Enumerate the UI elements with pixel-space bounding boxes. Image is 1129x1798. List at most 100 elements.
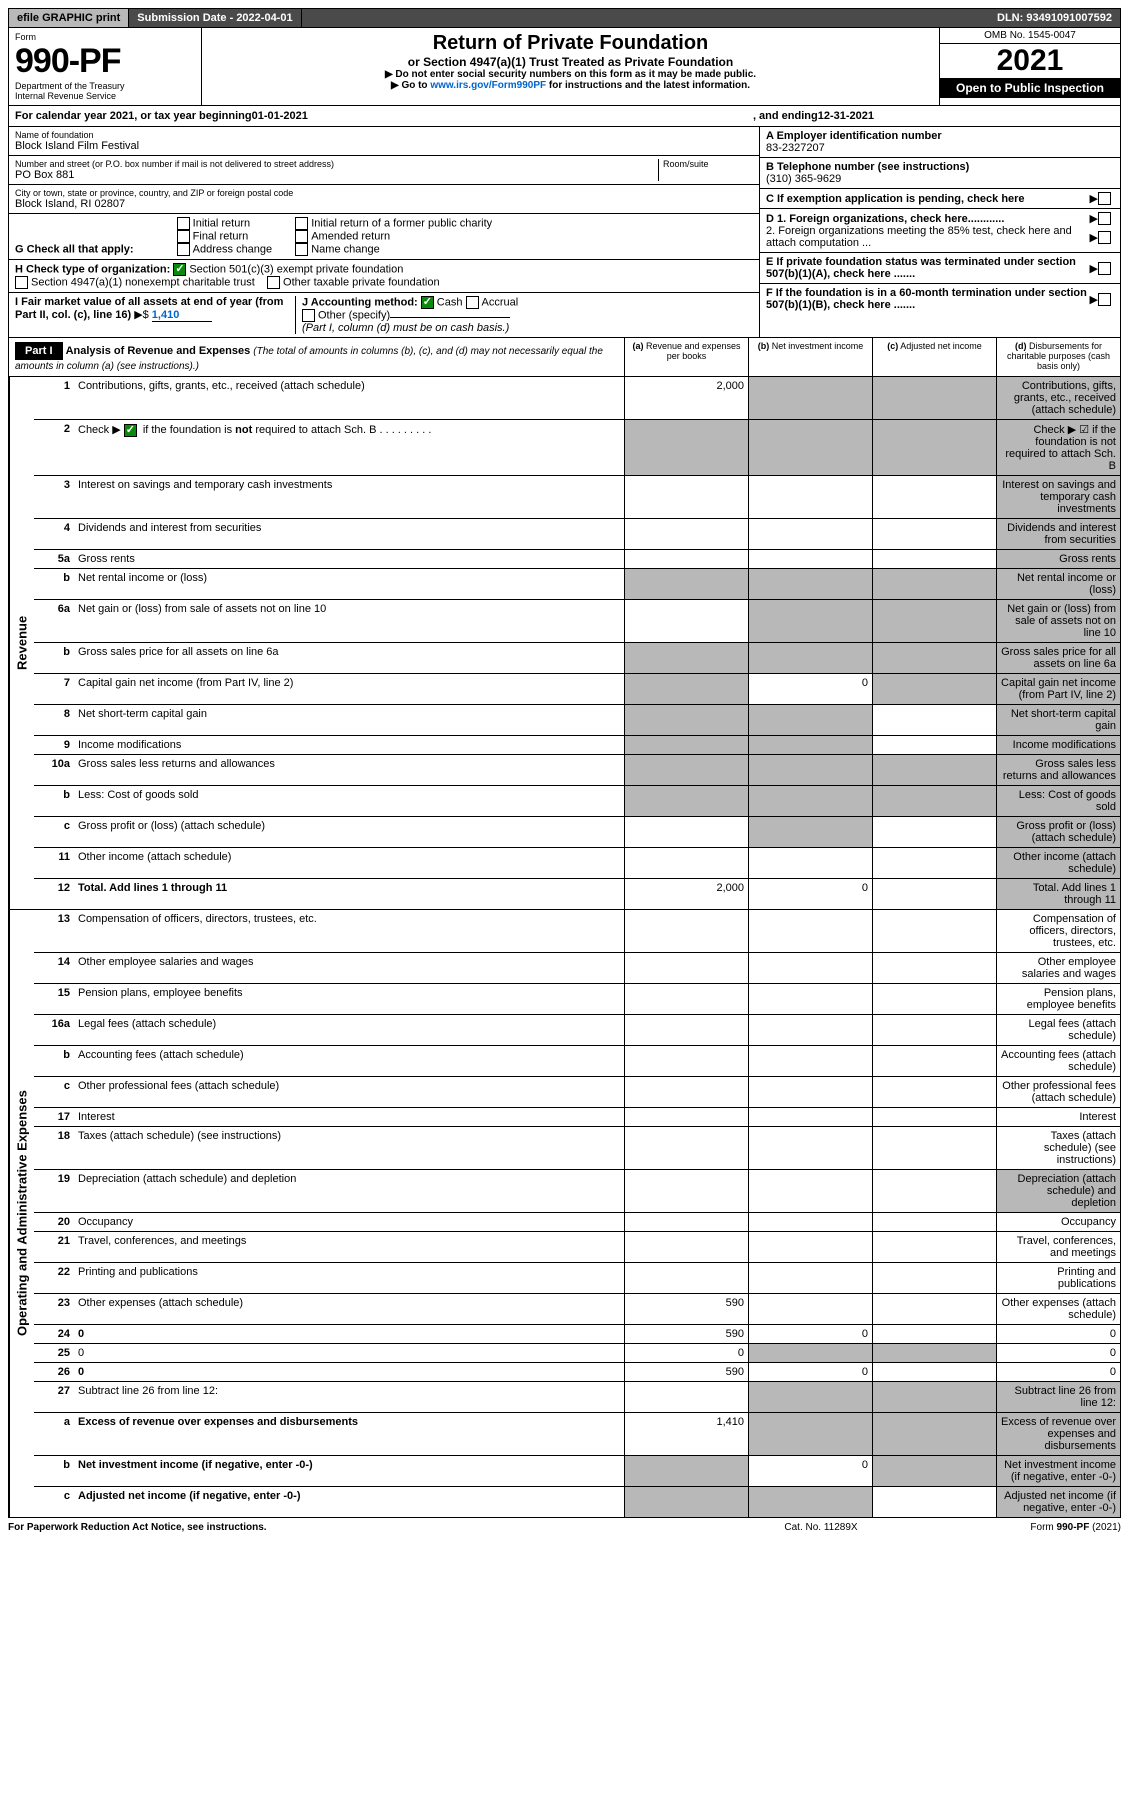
address: PO Box 881 [15, 169, 658, 181]
col-c [872, 600, 996, 642]
row-description: Travel, conferences, and meetings [74, 1232, 624, 1262]
col-d: Less: Cost of goods sold [996, 786, 1120, 816]
row-description: Total. Add lines 1 through 11 [74, 879, 624, 909]
col-b [748, 755, 872, 785]
e-checkbox[interactable] [1098, 262, 1111, 275]
f-checkbox[interactable] [1098, 293, 1111, 306]
table-row: 19 Depreciation (attach schedule) and dep… [34, 1170, 1120, 1213]
page-footer: For Paperwork Reduction Act Notice, see … [8, 1518, 1121, 1537]
col-d: Depreciation (attach schedule) and deple… [996, 1170, 1120, 1212]
row-description: Occupancy [74, 1213, 624, 1231]
row-description: 0 [74, 1325, 624, 1343]
col-a: 590 [624, 1294, 748, 1324]
name-change-checkbox[interactable] [295, 243, 308, 256]
4947-checkbox[interactable] [15, 276, 28, 289]
initial-return-checkbox[interactable] [177, 217, 190, 230]
table-row: 21Travel, conferences, and meetingsTrave… [34, 1232, 1120, 1263]
row-number: 2 [34, 420, 74, 475]
col-b [748, 1413, 872, 1455]
table-row: bNet rental income or (loss)Net rental i… [34, 569, 1120, 600]
col-c [872, 1325, 996, 1343]
table-row: 13Compensation of officers, directors, t… [34, 910, 1120, 953]
col-c [872, 736, 996, 754]
g-checkboxes: G Check all that apply: Initial return F… [9, 214, 759, 260]
col-b: 0 [748, 1325, 872, 1343]
col-b [748, 1046, 872, 1076]
amended-return-checkbox[interactable] [295, 230, 308, 243]
row-description: Gross sales less returns and allowances [74, 755, 624, 785]
col-d: Net short-term capital gain [996, 705, 1120, 735]
form-subtitle: or Section 4947(a)(1) Trust Treated as P… [208, 55, 933, 69]
part1-label: Part I [15, 342, 63, 360]
col-a [624, 817, 748, 847]
table-row: bGross sales price for all assets on lin… [34, 643, 1120, 674]
col-d: Legal fees (attach schedule) [996, 1015, 1120, 1045]
col-c-header: (c) Adjusted net income [872, 338, 996, 376]
row-number: 27 [34, 1382, 74, 1412]
col-c [872, 420, 996, 475]
address-change-checkbox[interactable] [177, 243, 190, 256]
col-c [872, 1046, 996, 1076]
fmv-value[interactable]: 1,410 [152, 309, 212, 322]
cash-checkbox[interactable] [421, 296, 434, 309]
irs-link[interactable]: www.irs.gov/Form990PF [430, 80, 546, 91]
d2-checkbox[interactable] [1098, 231, 1111, 244]
table-row: aExcess of revenue over expenses and dis… [34, 1413, 1120, 1456]
row-number: b [34, 786, 74, 816]
table-row: 11Other income (attach schedule)Other in… [34, 848, 1120, 879]
schb-checkbox[interactable] [124, 424, 137, 437]
col-b [748, 984, 872, 1014]
initial-former-checkbox[interactable] [295, 217, 308, 230]
col-d: Net gain or (loss) from sale of assets n… [996, 600, 1120, 642]
accrual-checkbox[interactable] [466, 296, 479, 309]
col-b [748, 1127, 872, 1169]
col-b [748, 1015, 872, 1045]
table-row: 12Total. Add lines 1 through 112,0000Tot… [34, 879, 1120, 909]
col-b: 0 [748, 674, 872, 704]
table-row: cAdjusted net income (if negative, enter… [34, 1487, 1120, 1517]
col-c [872, 848, 996, 878]
row-number: 25 [34, 1344, 74, 1362]
col-a [624, 1170, 748, 1212]
col-b [748, 1294, 872, 1324]
table-row: 1Contributions, gifts, grants, etc., rec… [34, 377, 1120, 420]
final-return-checkbox[interactable] [177, 230, 190, 243]
part1-header: Part I Analysis of Revenue and Expenses … [8, 338, 1121, 377]
501c3-checkbox[interactable] [173, 263, 186, 276]
col-b-header: (b) Net investment income [748, 338, 872, 376]
dln-label: DLN: 93491091007592 [302, 9, 1120, 27]
col-a [624, 705, 748, 735]
tax-year: 2021 [940, 44, 1120, 78]
row-description: Check ▶ if the foundation is not require… [74, 420, 624, 475]
d1-checkbox[interactable] [1098, 212, 1111, 225]
row-number: 26 [34, 1363, 74, 1381]
col-c [872, 1456, 996, 1486]
row-description: Compensation of officers, directors, tru… [74, 910, 624, 952]
table-row: 24059000 [34, 1325, 1120, 1344]
row-number: 19 [34, 1170, 74, 1212]
col-d: Interest on savings and temporary cash i… [996, 476, 1120, 518]
col-a: 2,000 [624, 879, 748, 909]
row-number: 15 [34, 984, 74, 1014]
table-row: 17InterestInterest [34, 1108, 1120, 1127]
col-d: Net rental income or (loss) [996, 569, 1120, 599]
row-description: Other professional fees (attach schedule… [74, 1077, 624, 1107]
col-c [872, 755, 996, 785]
col-d: Other expenses (attach schedule) [996, 1294, 1120, 1324]
row-number: 5a [34, 550, 74, 568]
footer-right: Form 990-PF (2021) [921, 1522, 1121, 1533]
col-b [748, 736, 872, 754]
other-method-checkbox[interactable] [302, 309, 315, 322]
table-row: bAccounting fees (attach schedule)Accoun… [34, 1046, 1120, 1077]
form-title: Return of Private Foundation [208, 32, 933, 55]
col-c [872, 910, 996, 952]
c-checkbox[interactable] [1098, 192, 1111, 205]
table-row: 27Subtract line 26 from line 12:Subtract… [34, 1382, 1120, 1413]
col-a [624, 1015, 748, 1045]
ij-row: I Fair market value of all assets at end… [9, 293, 759, 337]
col-c [872, 953, 996, 983]
row-description: Dividends and interest from securities [74, 519, 624, 549]
other-taxable-checkbox[interactable] [267, 276, 280, 289]
col-b [748, 1232, 872, 1262]
efile-label[interactable]: efile GRAPHIC print [9, 9, 129, 27]
